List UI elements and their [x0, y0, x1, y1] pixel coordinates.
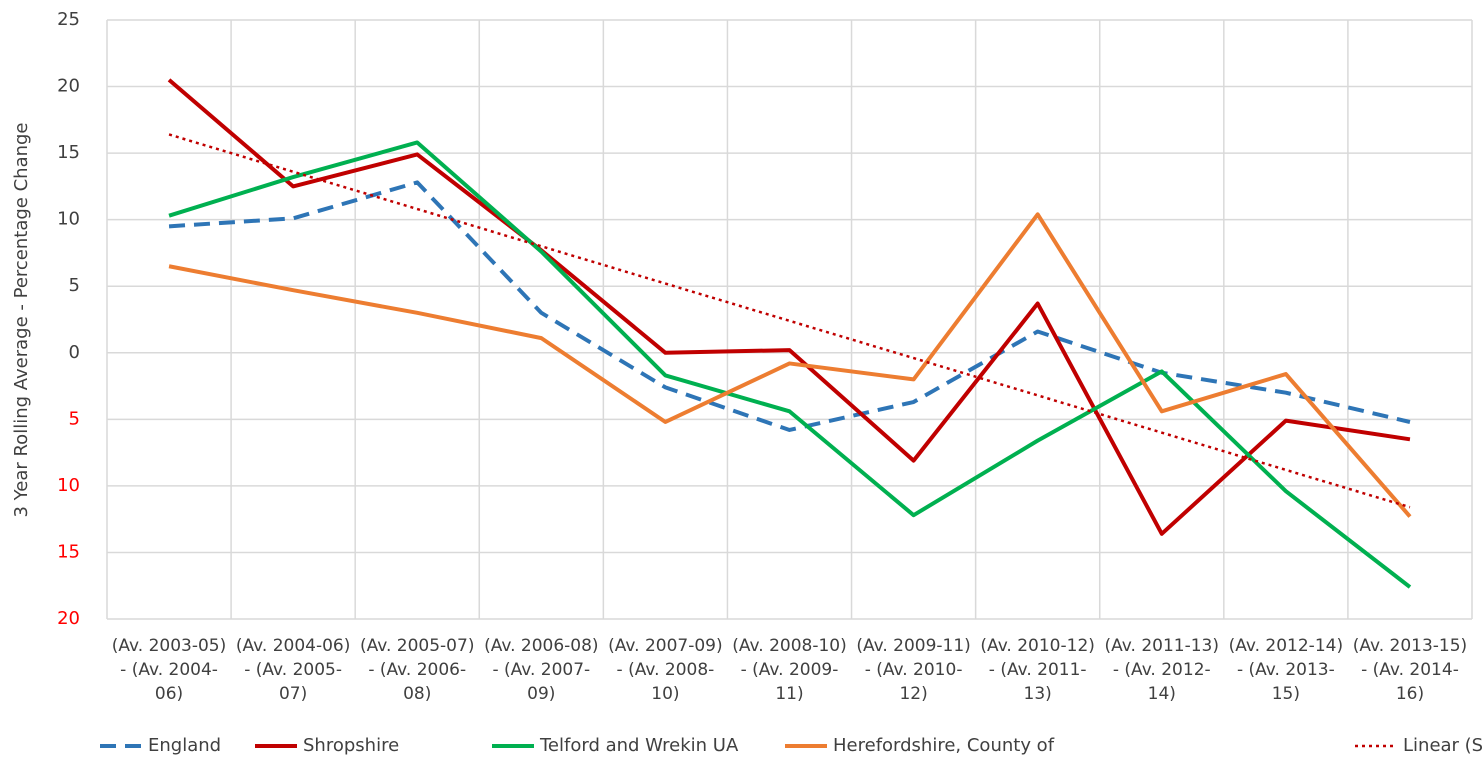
x-tick-label: (Av. 2009-11) - (Av. 2010-12) — [856, 636, 971, 704]
x-tick-label: (Av. 2006-08) - (Av. 2007-09) — [484, 636, 599, 704]
y-axis-label: 3 Year Rolling Average - Percentage Chan… — [11, 122, 32, 517]
y-tick-label: 15 — [57, 541, 80, 562]
series-line — [167, 78, 1411, 536]
x-tick-label: (Av. 2011-13) - (Av. 2012-14) — [1104, 636, 1219, 704]
y-tick-label: 20 — [57, 608, 80, 629]
y-tick-label: 15 — [57, 142, 80, 163]
x-tick-label: (Av. 2004-06) - (Av. 2005-07) — [235, 636, 351, 704]
y-tick-label: 10 — [57, 475, 80, 496]
legend-label: Linear (Shropshire) — [1403, 735, 1482, 756]
y-tick-label: 5 — [69, 408, 80, 429]
series-line — [168, 180, 1411, 432]
y-tick-label: 25 — [57, 9, 80, 30]
x-tick-label: (Av. 2003-05) - (Av. 2004-06) — [111, 636, 227, 704]
y-tick-label: 5 — [69, 275, 80, 296]
x-tick-label: (Av. 2005-07) - (Av. 2006-08) — [359, 636, 475, 704]
y-tick-label: 20 — [57, 76, 80, 97]
series-line — [168, 212, 1412, 518]
y-tick-label: 10 — [57, 209, 80, 230]
x-tick-label: (Av. 2007-09) - (Av. 2008-10) — [608, 636, 723, 704]
series-line — [168, 133, 1411, 509]
x-tick-label: (Av. 2010-12) - (Av. 2011-13) — [980, 636, 1095, 704]
y-tick-label: 0 — [69, 342, 80, 363]
legend-label: Herefordshire, County of — [833, 735, 1055, 756]
legend-label: Shropshire — [303, 735, 399, 756]
series-line — [168, 140, 1412, 589]
legend-label: Telford and Wrekin UA — [539, 735, 739, 756]
legend-label: England — [148, 735, 221, 756]
x-tick-label: (Av. 2008-10) - (Av. 2009-11) — [732, 636, 847, 704]
x-tick-label: (Av. 2012-14) - (Av. 2013-15) — [1228, 636, 1344, 704]
x-tick-label: (Av. 2013-15) - (Av. 2014-16) — [1352, 636, 1468, 704]
